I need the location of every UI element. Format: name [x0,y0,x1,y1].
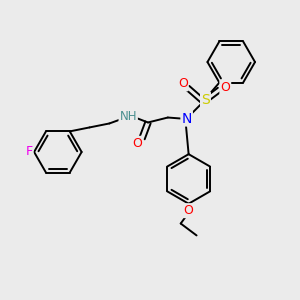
Text: F: F [26,146,33,158]
Text: O: O [220,81,230,94]
Text: O: O [178,77,188,90]
Text: N: N [182,112,192,125]
Text: O: O [184,204,194,217]
Text: NH: NH [119,110,137,123]
Text: O: O [132,137,142,150]
Text: S: S [201,93,210,107]
